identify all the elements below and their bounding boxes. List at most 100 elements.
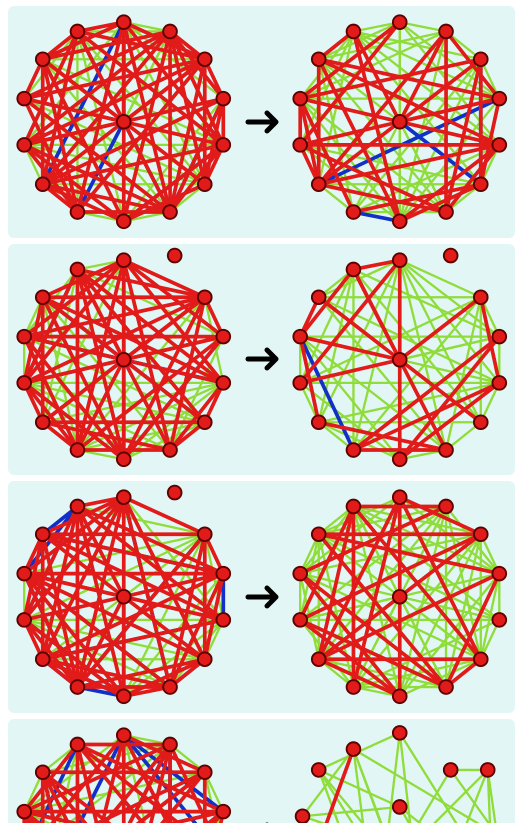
graph-node [163,443,177,457]
graph-node [198,415,212,429]
graph-node [293,92,307,106]
arrow-2 [240,339,284,379]
graph-node [311,177,325,191]
row-2 [8,244,515,476]
graph-node [392,352,406,366]
graph-node [473,290,487,304]
graph-node [71,680,85,694]
graph-node [311,763,325,777]
graph-node [198,652,212,666]
graph-node [311,415,325,429]
arrow-icon [242,339,282,379]
panel-left-4 [8,719,240,823]
graph-node [117,728,131,742]
graph-node [293,567,307,581]
graph-node [492,376,506,390]
graph-node [163,25,177,39]
graph-node [392,452,406,466]
panel-left-1 [8,6,240,238]
graph-node [293,138,307,152]
graph-node [473,652,487,666]
graph-node [392,115,406,129]
graph-node [216,376,230,390]
panel-left-3 [8,481,240,713]
row-4 [8,719,515,823]
panel-right-4 [284,719,516,823]
graph-node [311,52,325,66]
graph-node [346,443,360,457]
graph-node [17,804,31,818]
graph-node [473,52,487,66]
graph-node [36,177,50,191]
graph-node [163,737,177,751]
graph-node [392,214,406,228]
graph-node [293,329,307,343]
graph-node [293,613,307,627]
edge-green [302,816,492,823]
graph-node [36,765,50,779]
arrow-icon [242,102,282,142]
graph-node [492,92,506,106]
graph-node [439,443,453,457]
graph-node [492,613,506,627]
graph-node [392,800,406,814]
graph-node [117,253,131,267]
graph-node [346,25,360,39]
graph-node [346,680,360,694]
arrow-1 [240,102,284,142]
graph-node [492,567,506,581]
graph-node [71,262,85,276]
graph-node [36,415,50,429]
graph-right-2 [284,244,516,476]
graph-node [216,567,230,581]
graph-node [163,680,177,694]
graph-right-4 [284,719,516,823]
graph-node [216,92,230,106]
graph-node [392,15,406,29]
graph-node [492,138,506,152]
graph-node [17,92,31,106]
graph-node [198,52,212,66]
graph-node [216,613,230,627]
graph-node [293,376,307,390]
graph-left-4 [8,719,240,823]
row-3 [8,481,515,713]
graph-node [71,25,85,39]
graph-node [392,726,406,740]
graph-node [117,452,131,466]
graph-node [439,25,453,39]
panel-right-1 [284,6,516,238]
graph-node [392,253,406,267]
arrow-icon [242,814,282,823]
graph-node [71,737,85,751]
row-1 [8,6,515,238]
panel-right-2 [284,244,516,476]
graph-node [71,443,85,457]
graph-node [36,527,50,541]
graph-node [492,329,506,343]
graph-right-3 [284,481,516,713]
graph-left-3 [8,481,240,713]
graph-node [36,52,50,66]
graph-node [392,490,406,504]
graph-node [480,763,494,777]
graph-node [295,809,309,823]
graph-node [346,742,360,756]
graph-node [168,248,182,262]
edge-red [124,497,205,534]
graph-node [17,567,31,581]
graph-node [443,763,457,777]
graph-node [392,689,406,703]
graph-node [117,214,131,228]
graph-node [117,15,131,29]
graph-node [439,205,453,219]
arrow-4 [240,814,284,823]
graph-node [36,290,50,304]
graph-node [311,527,325,541]
graph-node [71,205,85,219]
graph-node [198,765,212,779]
graph-node [198,527,212,541]
panel-left-2 [8,244,240,476]
graph-right-1 [284,6,516,238]
graph-node [198,177,212,191]
